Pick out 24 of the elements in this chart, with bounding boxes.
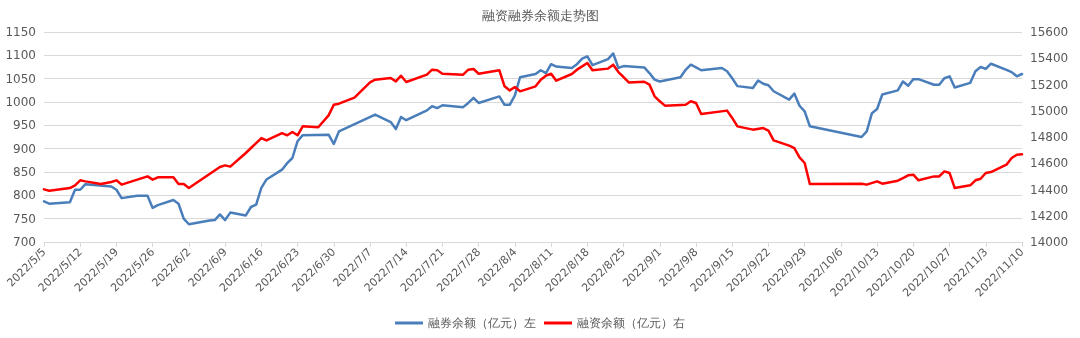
line-series — [42, 61, 1024, 192]
y2-tick-label: 15200 — [1030, 77, 1069, 92]
y2-tick-label: 14000 — [1030, 235, 1069, 249]
y2-tick-label: 14200 — [1030, 208, 1069, 223]
y-tick-label: 900 — [13, 141, 36, 156]
y2-tick-label: 15000 — [1030, 103, 1069, 118]
legend-label: 融资余额（亿元）右 — [577, 316, 685, 330]
line-series — [42, 52, 1024, 226]
y-tick-label: 1150 — [5, 25, 36, 39]
chart-title: 融资融券余额走势图 — [481, 8, 599, 23]
y-tick-label: 800 — [13, 188, 36, 203]
y-tick-label: 950 — [13, 118, 36, 133]
y-tick-label: 750 — [13, 211, 36, 226]
y-tick-label: 700 — [13, 235, 36, 249]
y2-tick-label: 14400 — [1030, 182, 1069, 197]
y2-tick-label: 15600 — [1030, 25, 1069, 39]
y-tick-label: 850 — [13, 165, 36, 179]
y-tick-label: 1100 — [5, 48, 36, 63]
y-tick-label: 1000 — [5, 95, 36, 109]
y2-tick-label: 15400 — [1030, 51, 1069, 66]
y2-tick-label: 14800 — [1030, 130, 1069, 144]
legend-label: 融券余额（亿元）左 — [428, 316, 536, 330]
y-tick-label: 1050 — [5, 71, 36, 86]
y2-tick-label: 14600 — [1030, 156, 1069, 171]
